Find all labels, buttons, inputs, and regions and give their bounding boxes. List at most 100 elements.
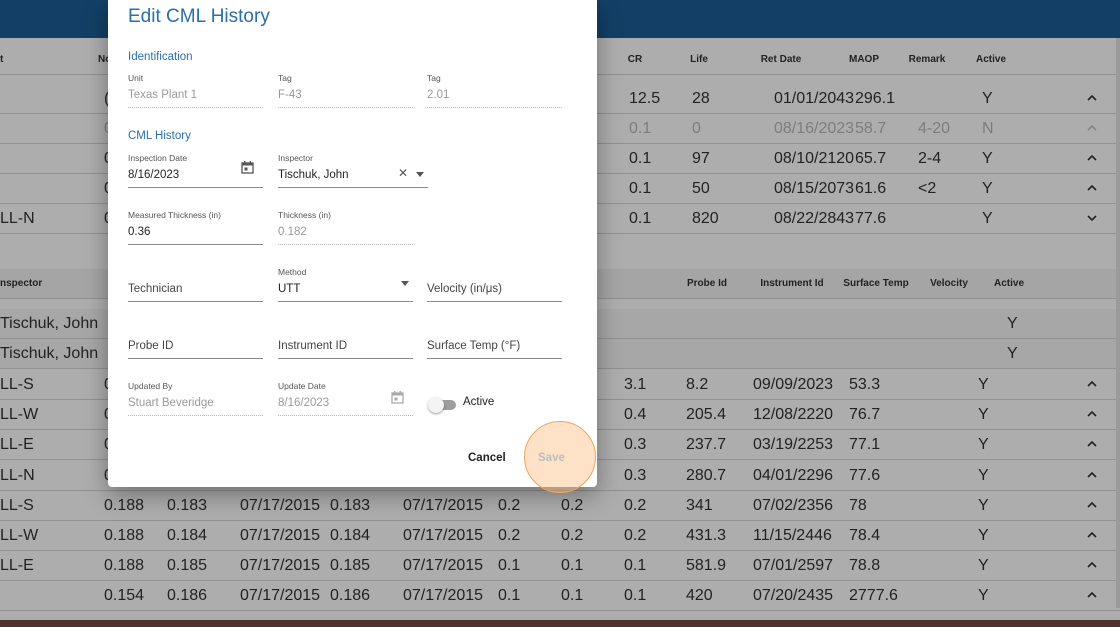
table-cell: Y: [978, 587, 989, 605]
table-cell: 28: [692, 90, 710, 107]
probe-id-input[interactable]: Probe ID: [128, 324, 263, 364]
chevron-up-icon[interactable]: [1087, 551, 1097, 581]
table-cell: 8.2: [686, 376, 709, 393]
column-header-cr[interactable]: CR: [627, 54, 643, 65]
table-cell-active: Y: [1007, 345, 1018, 362]
table-cell: 07/17/2015: [240, 557, 321, 575]
technician-placeholder[interactable]: Technician: [128, 283, 183, 295]
unit-field: Unit Texas Plant 1: [128, 73, 263, 113]
table-cell: 3.1: [624, 376, 647, 393]
calendar-icon: [391, 391, 404, 407]
inspector-label: Inspector: [278, 153, 313, 163]
toggle-knob[interactable]: [428, 397, 444, 413]
unit-value: Texas Plant 1: [128, 89, 198, 101]
measured-thickness-input[interactable]: 0.36: [128, 226, 151, 238]
surface-temp-input[interactable]: Surface Temp (°F): [427, 324, 562, 364]
instrument-id-placeholder[interactable]: Instrument ID: [278, 340, 348, 352]
save-button[interactable]: Save: [538, 452, 565, 464]
table-cell: 0.1: [624, 587, 647, 605]
measured-thickness-field[interactable]: Measured Thickness (in) 0.36: [128, 210, 263, 250]
update-date-field: Update Date 8/16/2023: [278, 381, 413, 421]
column-header-active[interactable]: Active: [975, 54, 1007, 65]
thickness-label: Thickness (in): [278, 210, 331, 220]
column-header-probe-id[interactable]: Probe Id: [686, 278, 728, 289]
column-header-velocity[interactable]: Velocity: [930, 278, 968, 289]
cancel-button[interactable]: Cancel: [468, 452, 506, 464]
column-header-life[interactable]: Life: [690, 54, 708, 65]
chevron-up-icon[interactable]: [1087, 174, 1097, 204]
chevron-down-icon[interactable]: [416, 172, 424, 177]
column-header-active[interactable]: Active: [993, 278, 1025, 289]
table-cell: Y: [978, 496, 989, 514]
table-cell: 11/15/2446: [753, 527, 832, 544]
table-cell: 77.1: [849, 436, 881, 454]
table-row[interactable]: LL-S 0.188 0.183 07/17/2015 0.183 07/17/2015 0…: [0, 491, 1120, 521]
chevron-up-icon[interactable]: [1087, 114, 1097, 144]
vertical-scrollbar[interactable]: [1116, 38, 1120, 608]
table-cell: 0.2: [561, 496, 584, 514]
chevron-up-icon[interactable]: [1087, 461, 1097, 491]
table-cell: 0.188: [104, 496, 145, 514]
chevron-up-icon[interactable]: [1087, 521, 1097, 551]
table-cell: LL-N: [0, 210, 35, 227]
velocity-placeholder[interactable]: Velocity (in/μs): [427, 283, 503, 295]
table-row[interactable]: 0.154 0.186 07/17/2015 0.186 07/17/2015 0.1 0.…: [0, 581, 1120, 612]
table-cell: 01/01/2043: [774, 90, 855, 107]
table-cell: 0.185: [167, 557, 208, 575]
column-header-ret-date[interactable]: Ret Date: [760, 54, 802, 65]
table-cell: 08/15/2073: [774, 180, 855, 197]
column-header-instrument-id[interactable]: Instrument Id: [760, 278, 824, 289]
chevron-up-icon[interactable]: [1087, 491, 1097, 521]
table-cell: 0.4: [624, 406, 647, 424]
method-value[interactable]: UTT: [278, 283, 301, 295]
table-cell: 0.186: [330, 587, 371, 605]
chevron-up-icon[interactable]: [1087, 370, 1097, 400]
method-select[interactable]: Method UTT: [278, 267, 413, 307]
table-cell: 205.4: [686, 406, 727, 424]
inspector-select[interactable]: Inspector Tischuk, John ✕: [278, 153, 428, 193]
chevron-up-icon[interactable]: [1087, 581, 1097, 611]
chevron-up-icon[interactable]: [1087, 84, 1097, 114]
table-cell: Y: [978, 527, 989, 544]
surface-temp-placeholder[interactable]: Surface Temp (°F): [427, 340, 521, 352]
velocity-input[interactable]: Velocity (in/μs): [427, 267, 562, 307]
active-toggle[interactable]: [428, 397, 458, 413]
table-cell: Y: [978, 436, 989, 454]
table-cell: 0.183: [167, 496, 208, 514]
chevron-down-icon[interactable]: [1087, 204, 1097, 234]
table-row[interactable]: LL-W 0.188 0.184 07/17/2015 0.184 07/17/2015 0…: [0, 521, 1120, 551]
table-cell: 77.6: [849, 466, 881, 484]
chevron-up-icon[interactable]: [1087, 430, 1097, 460]
column-header-remark[interactable]: Remark: [908, 54, 946, 65]
table-cell: Y: [982, 150, 993, 167]
technician-input[interactable]: Technician: [128, 267, 263, 307]
instrument-id-input[interactable]: Instrument ID: [278, 324, 413, 364]
table-cell: 0.188: [104, 527, 145, 544]
inspector-value[interactable]: Tischuk, John: [278, 169, 349, 181]
tag-secondary-field: Tag 2.01: [427, 73, 562, 113]
thickness-field: Thickness (in) 0.182: [278, 210, 413, 250]
table-cell: LL-S: [0, 376, 34, 393]
column-header-maop[interactable]: MAOP: [849, 54, 879, 65]
measured-thickness-label: Measured Thickness (in): [128, 210, 221, 220]
column-header-inspector[interactable]: nspector: [0, 278, 43, 289]
chevron-up-icon[interactable]: [1087, 144, 1097, 174]
table-cell: Y: [982, 210, 993, 227]
active-toggle-label: Active: [463, 396, 495, 408]
close-icon[interactable]: ✕: [398, 166, 409, 180]
table-cell: LL-N: [0, 466, 35, 484]
chevron-up-icon[interactable]: [1087, 400, 1097, 430]
inspection-date-field[interactable]: Inspection Date 8/16/2023: [128, 153, 263, 193]
chevron-down-icon[interactable]: [401, 281, 409, 286]
updated-by-label: Updated By: [128, 381, 173, 391]
table-cell: 0.3: [624, 466, 647, 484]
table-cell: 820: [692, 210, 719, 227]
inspection-date-input[interactable]: 8/16/2023: [128, 169, 180, 181]
table-row[interactable]: LL-E 0.188 0.185 07/17/2015 0.185 07/17/2015 0…: [0, 551, 1120, 582]
calendar-icon[interactable]: [241, 161, 254, 177]
table-cell: 50: [692, 180, 710, 197]
probe-id-placeholder[interactable]: Probe ID: [128, 340, 174, 352]
column-header-surface-temp[interactable]: Surface Temp: [843, 278, 909, 289]
